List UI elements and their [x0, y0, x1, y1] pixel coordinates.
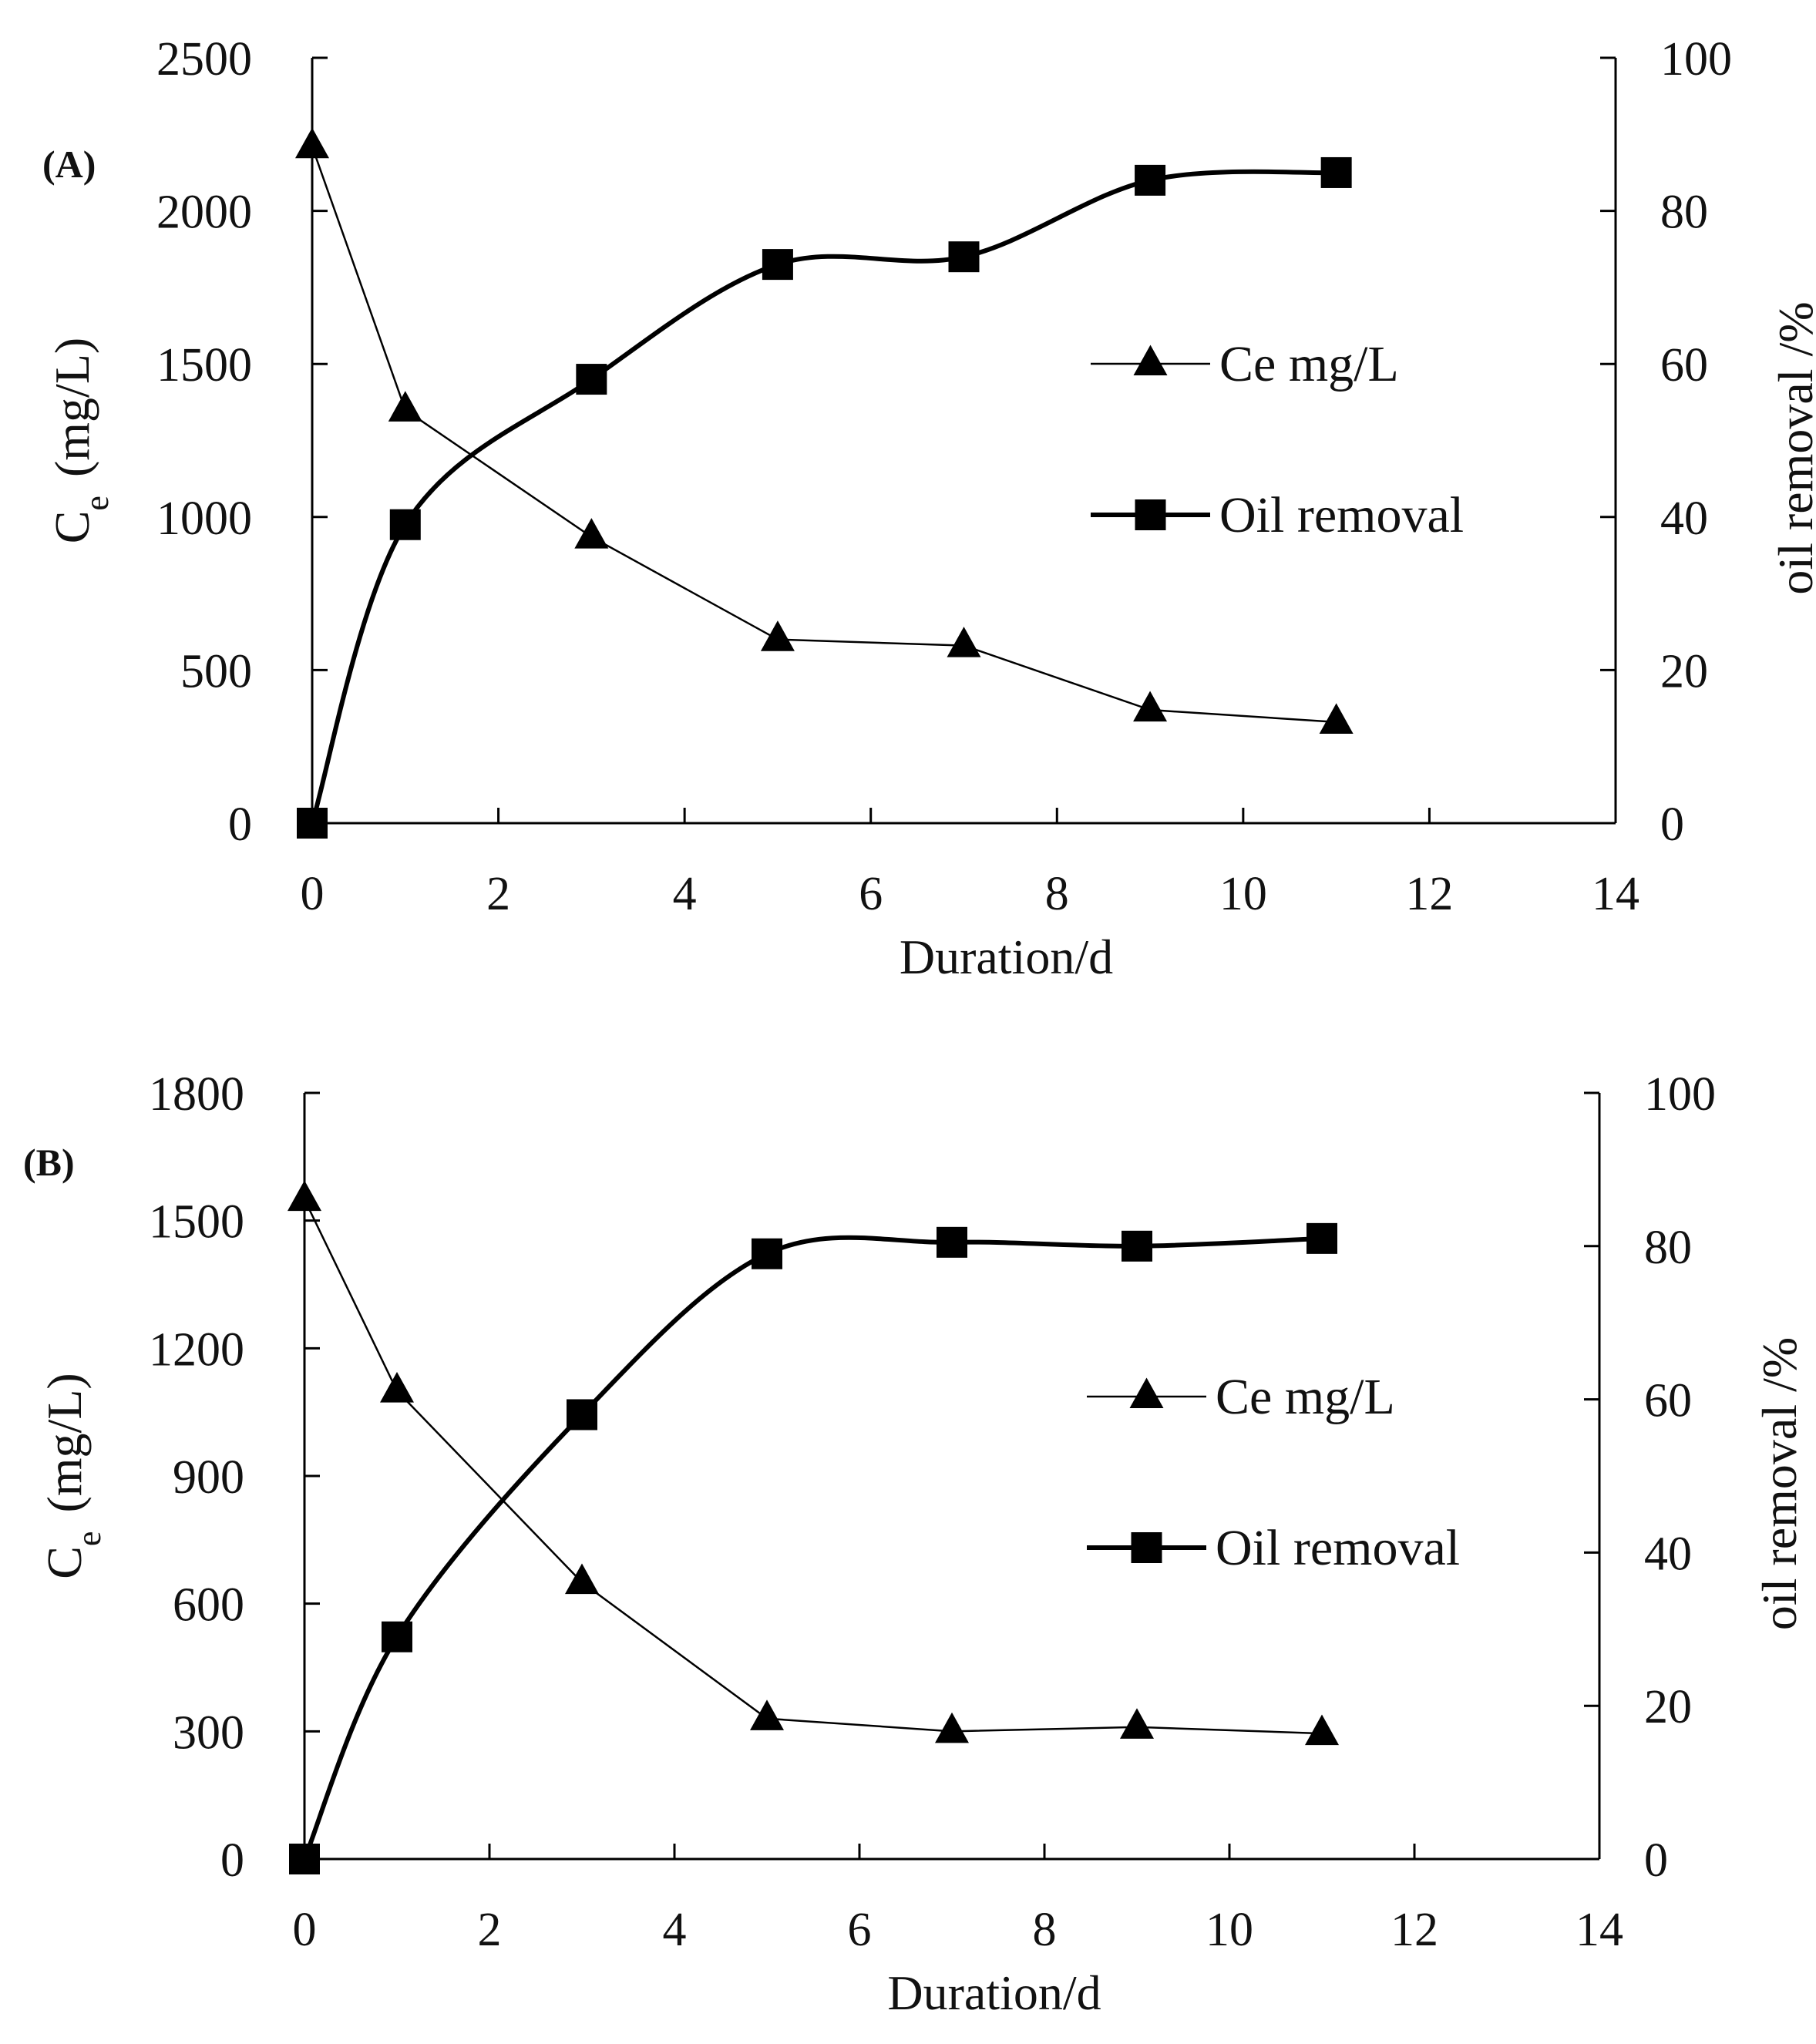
left-y-tick-label: 0: [228, 798, 252, 851]
oil-removal-marker: [389, 509, 421, 540]
left-y-tick-label: 1800: [149, 1068, 244, 1121]
ce-marker: [935, 1712, 969, 1743]
oil-removal-marker: [1135, 164, 1166, 196]
left-y-tick-label: 1500: [149, 1196, 244, 1249]
left-y-axis-title-unit: (mg/L): [37, 1373, 92, 1512]
left-y-tick-label: 1200: [149, 1323, 244, 1376]
right-y-axis-title: oil removal /%: [1752, 1337, 1807, 1630]
oil-removal-marker: [937, 1226, 967, 1258]
oil-removal-marker: [297, 808, 328, 839]
right-y-axis-title: oil removal /%: [1768, 301, 1816, 594]
x-axis-title: Duration/d: [900, 930, 1113, 984]
x-tick-label: 0: [293, 1904, 317, 1956]
series-line-ce: [303, 1198, 1323, 1735]
legend-label: Oil removal: [1216, 1520, 1460, 1576]
x-tick-label: 2: [478, 1904, 502, 1956]
x-tick-label: 10: [1206, 1904, 1253, 1956]
right-y-tick-label: 60: [1660, 339, 1708, 392]
right-y-tick-label: 40: [1644, 1528, 1692, 1580]
oil-removal-marker: [289, 1844, 320, 1874]
ce-marker: [1120, 1708, 1154, 1739]
oil-removal-marker: [576, 364, 607, 395]
x-tick-label: 14: [1592, 868, 1639, 920]
x-tick-label: 6: [859, 868, 883, 920]
ce-marker: [1133, 691, 1168, 722]
x-tick-label: 14: [1576, 1904, 1623, 1956]
left-y-axis-title-main: C: [45, 511, 99, 544]
right-y-tick-label: 60: [1644, 1375, 1692, 1427]
series-line-ce: [311, 146, 1337, 724]
right-y-tick-label: 80: [1644, 1222, 1692, 1274]
ce-marker: [388, 391, 422, 422]
panel-label: (A): [42, 143, 96, 186]
x-tick-label: 10: [1219, 868, 1267, 920]
right-y-tick-label: 100: [1644, 1068, 1716, 1121]
ce-marker: [760, 620, 795, 651]
left-y-axis-title-subscript: e: [70, 1531, 108, 1547]
legend-square-marker: [1135, 499, 1166, 530]
x-axis-title: Duration/d: [887, 1965, 1101, 2020]
legend-square-marker: [1131, 1532, 1162, 1563]
ce-marker: [565, 1563, 599, 1595]
legend-triangle-marker: [1129, 1377, 1164, 1409]
right-y-tick-label: 40: [1660, 493, 1708, 545]
left-y-tick-label: 1500: [156, 339, 252, 392]
left-y-axis-title: Ce (mg/L): [37, 1373, 108, 1579]
series-line-oil-removal: [310, 169, 1337, 824]
right-y-tick-label: 80: [1660, 187, 1708, 239]
ce-marker: [1305, 1714, 1339, 1746]
oil-removal-marker: [948, 241, 980, 273]
left-y-tick-label: 300: [173, 1706, 244, 1759]
right-y-tick-label: 20: [1644, 1681, 1692, 1733]
ce-marker: [380, 1372, 414, 1403]
left-y-tick-label: 2500: [156, 33, 252, 86]
x-tick-label: 8: [1033, 1904, 1057, 1956]
x-tick-label: 6: [848, 1904, 872, 1956]
x-tick-label: 12: [1391, 1904, 1438, 1956]
left-y-tick-label: 500: [180, 645, 252, 698]
left-y-tick-label: 0: [220, 1834, 244, 1887]
oil-removal-marker: [1307, 1222, 1337, 1254]
right-y-tick-label: 0: [1644, 1834, 1668, 1887]
x-tick-label: 0: [301, 868, 325, 920]
right-y-tick-label: 20: [1660, 645, 1708, 698]
x-tick-label: 4: [673, 868, 697, 920]
left-y-tick-label: 1000: [156, 493, 252, 545]
left-y-tick-label: 600: [173, 1579, 244, 1632]
ce-marker: [288, 1180, 321, 1212]
left-y-axis-title-subscript: e: [78, 496, 116, 511]
legend-triangle-marker: [1133, 345, 1168, 376]
ce-marker: [1319, 703, 1354, 734]
oil-removal-marker: [1320, 156, 1352, 188]
ce-marker: [947, 627, 981, 657]
legend-label: Ce mg/L: [1216, 1369, 1395, 1425]
ce-marker: [295, 127, 329, 159]
chart-panel-1: 0 2 4 6 8 10 12 14 0 500 1000 1500 2000 2500 0 20 40 60 80…: [42, 33, 1816, 984]
oil-removal-marker: [382, 1621, 412, 1652]
left-y-axis-title-unit: (mg/L): [45, 338, 99, 477]
oil-removal-marker: [567, 1399, 597, 1430]
right-y-tick-label: 100: [1660, 33, 1732, 86]
left-y-tick-label: 900: [173, 1451, 244, 1504]
chart-panel-2: 0 2 4 6 8 10 12 14 0 300 600 900 1200 1500 1800 0 20 40 60…: [23, 1068, 1807, 2020]
panel-label: (B): [23, 1141, 75, 1184]
left-y-axis-title: Ce (mg/L): [45, 338, 116, 544]
x-tick-label: 4: [663, 1904, 687, 1956]
right-y-tick-label: 0: [1660, 798, 1684, 851]
ce-marker: [750, 1699, 784, 1730]
left-y-tick-label: 2000: [156, 187, 252, 239]
x-tick-label: 12: [1405, 868, 1453, 920]
left-y-axis-title-main: C: [37, 1546, 92, 1579]
legend-label: Oil removal: [1219, 487, 1464, 543]
x-tick-label: 2: [486, 868, 510, 920]
ce-marker: [574, 518, 609, 549]
legend-label: Ce mg/L: [1219, 336, 1399, 392]
oil-removal-marker: [1122, 1230, 1152, 1262]
x-tick-label: 8: [1045, 868, 1069, 920]
oil-removal-marker: [762, 249, 793, 281]
oil-removal-marker: [752, 1238, 782, 1269]
